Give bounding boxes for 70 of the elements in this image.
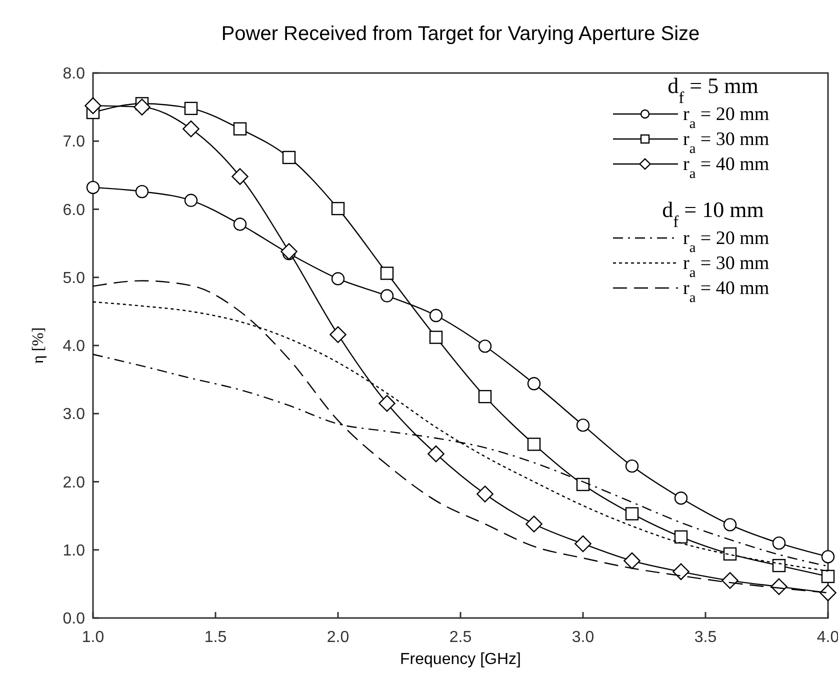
point: [84, 97, 102, 114]
x-tick-label: 3.0: [572, 629, 594, 646]
point: [821, 550, 835, 564]
y-tick-label: 8.0: [62, 66, 86, 83]
legend-label: r$_{a}$ = 40 mm: [683, 278, 770, 306]
point: [331, 272, 345, 286]
point: [331, 202, 345, 216]
annotation: d$_{f}$ = 5 mm: [668, 73, 758, 106]
point: [233, 122, 247, 136]
x-tick-label: 2.5: [449, 629, 472, 646]
point: [625, 507, 639, 520]
point: [624, 552, 640, 570]
point: [378, 395, 396, 412]
legend-label: r$_{a}$ = 30 mm: [683, 253, 770, 281]
point: [380, 289, 394, 302]
point: [476, 486, 494, 502]
point: [722, 572, 738, 589]
point: [576, 478, 590, 492]
point: [280, 243, 298, 260]
legend-label: r$_{a}$ = 40 mm: [683, 154, 770, 182]
y-tick-label: 4.0: [62, 338, 86, 356]
y-tick-label: 1.0: [62, 542, 86, 560]
y-tick-label: 0.0: [62, 610, 86, 628]
legend-label: r$_{a}$ = 20 mm: [683, 104, 770, 132]
point: [232, 168, 248, 185]
point: [821, 570, 835, 584]
point: [184, 194, 198, 207]
point: [429, 308, 443, 322]
chart-title: Power Received from Target for Varying Aperture Size: [221, 23, 700, 45]
point: [625, 459, 639, 473]
x-tick-label: 1.0: [82, 629, 104, 646]
point: [674, 530, 688, 544]
point: [134, 98, 150, 116]
x-tick-label: 1.5: [204, 629, 227, 646]
point: [429, 330, 443, 344]
x-axis-title: Frequency [GHz]: [400, 651, 521, 668]
point: [820, 584, 836, 602]
y-axis-title: η [%]: [30, 327, 47, 364]
point: [526, 516, 542, 532]
point: [380, 266, 394, 280]
y-tick-label: 5.0: [62, 270, 86, 287]
annotation: d$_{f}$ = 10 mm: [662, 197, 764, 230]
x-tick-label: 2.0: [326, 629, 350, 646]
point: [527, 438, 541, 451]
point: [478, 390, 492, 404]
point: [233, 218, 247, 231]
point: [478, 340, 492, 353]
point: [723, 547, 737, 561]
y-tick-label: 3.0: [62, 406, 86, 424]
point: [184, 102, 198, 116]
point: [772, 558, 786, 572]
y-tick-label: 6.0: [62, 202, 86, 219]
point: [576, 418, 590, 432]
point: [674, 492, 688, 505]
point: [574, 535, 592, 552]
point: [86, 180, 100, 194]
point: [135, 184, 149, 198]
point: [672, 563, 690, 580]
legend-label: r$_{a}$ = 20 mm: [683, 228, 770, 256]
point: [428, 445, 444, 462]
point: [182, 120, 200, 138]
point: [772, 536, 786, 550]
legend-label: r$_{a}$ = 30 mm: [683, 129, 770, 157]
point: [330, 326, 346, 343]
point: [282, 150, 296, 164]
x-tick-label: 3.5: [694, 629, 717, 646]
point: [723, 518, 737, 532]
y-tick-label: 2.0: [62, 474, 86, 492]
y-tick-label: 7.0: [62, 134, 86, 151]
point: [527, 377, 541, 390]
